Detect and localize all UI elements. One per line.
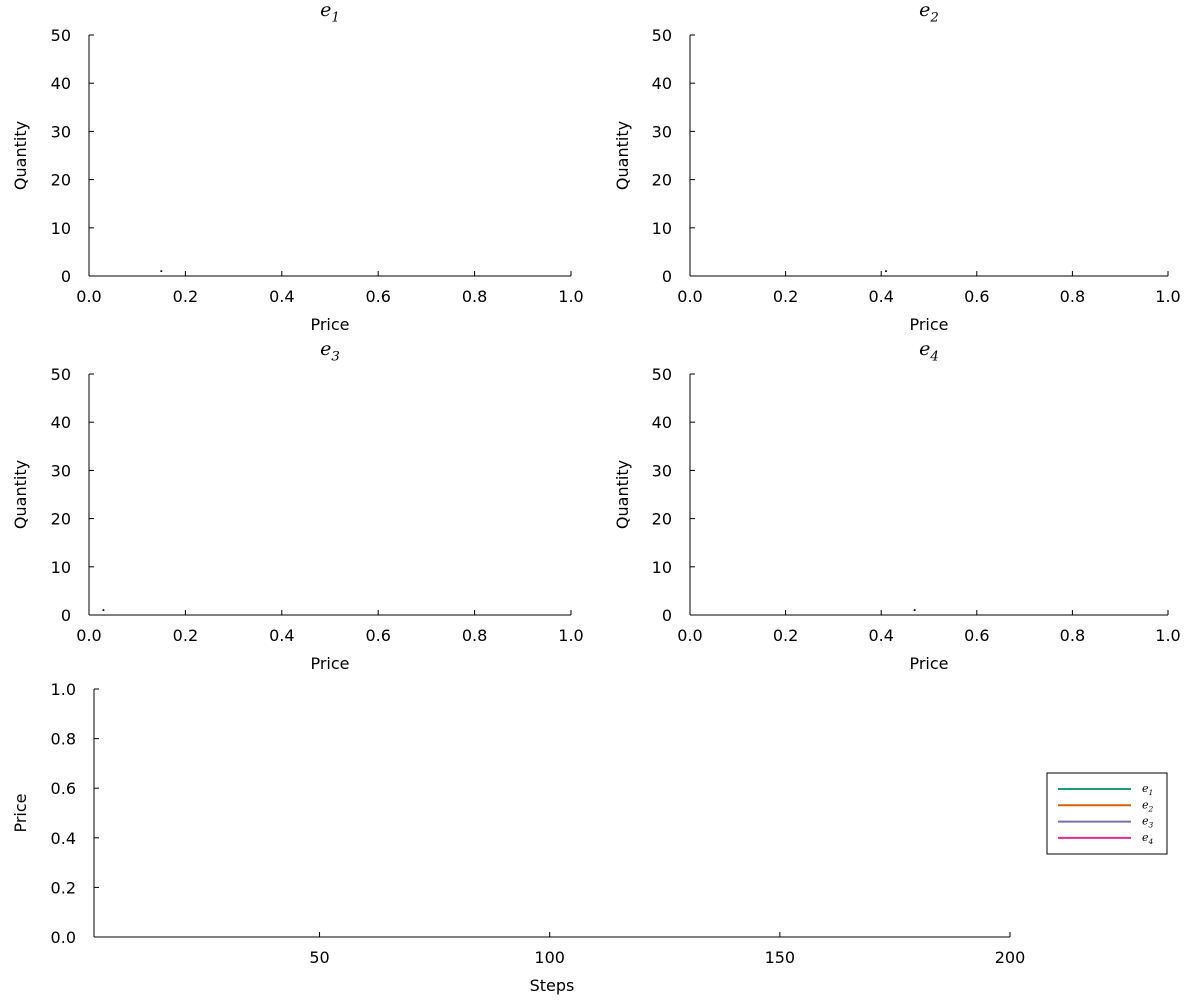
x-tick-label: 0.4 <box>269 626 294 645</box>
subplot-4: 0.0 0.2 0.4 0.6 0.8 1.0 0 10 20 30 40 50 Price Quanti… <box>613 338 1181 673</box>
y-tick-label: 50 <box>652 365 672 384</box>
x-tick-label: 0.8 <box>1060 626 1085 645</box>
y-tick-label: 20 <box>652 510 672 529</box>
x-tick-label: 0.0 <box>76 287 101 306</box>
y-tick-label: 0 <box>662 267 672 286</box>
x-tick-label: 0.6 <box>365 626 390 645</box>
y-axis-label: Quantity <box>11 121 30 190</box>
y-tick-label: 0 <box>61 606 71 625</box>
x-tick-label: 0.0 <box>76 626 101 645</box>
subplot-title: e2 <box>919 0 939 26</box>
y-tick-label: 50 <box>51 26 71 45</box>
x-tick-label: 50 <box>309 948 329 967</box>
legend-item: e2 <box>1058 798 1154 813</box>
x-tick-label: 0.2 <box>173 287 198 306</box>
x-tick-label: 1.0 <box>1155 287 1180 306</box>
x-tick-label: 0.2 <box>773 626 798 645</box>
x-tick-label: 0.4 <box>868 287 893 306</box>
x-tick-label: 1.0 <box>558 287 583 306</box>
y-tick-label: 10 <box>51 219 71 238</box>
data-point <box>102 609 105 612</box>
x-tick-label: 0.8 <box>462 287 487 306</box>
subplot-title: e1 <box>320 0 340 26</box>
y-tick-label: 50 <box>652 26 672 45</box>
legend-label: e1 <box>1142 782 1153 797</box>
y-tick-label: 40 <box>652 413 672 432</box>
x-tick-label: 0.2 <box>173 626 198 645</box>
subplot-2: 0.0 0.2 0.4 0.6 0.8 1.0 0 10 20 30 40 50 Price Quanti… <box>613 0 1181 334</box>
x-tick-label: 0.4 <box>269 287 294 306</box>
subplot-1: 0.0 0.2 0.4 0.6 0.8 1.0 0 10 20 30 40 50 Price Quanti… <box>11 0 584 334</box>
y-tick-label: 10 <box>652 558 672 577</box>
subplot-title: e4 <box>919 338 939 365</box>
x-axis-label: Price <box>310 315 349 334</box>
x-tick-label: 0.6 <box>365 287 390 306</box>
y-tick-label: 0.4 <box>51 829 76 848</box>
x-tick-label: 0.4 <box>868 626 893 645</box>
y-tick-label: 1.0 <box>51 680 76 699</box>
x-axis-label: Steps <box>530 976 575 995</box>
y-axis-label: Quantity <box>613 121 632 190</box>
y-tick-label: 40 <box>51 413 71 432</box>
y-tick-label: 20 <box>51 171 71 190</box>
y-tick-label: 10 <box>51 558 71 577</box>
legend-item: e1 <box>1058 782 1153 797</box>
y-axis-label: Quantity <box>11 460 30 529</box>
x-tick-label: 0.6 <box>964 626 989 645</box>
x-tick-label: 0.8 <box>462 626 487 645</box>
x-tick-label: 0.8 <box>1060 287 1085 306</box>
x-tick-label: 0.2 <box>773 287 798 306</box>
data-point <box>913 609 916 612</box>
y-tick-label: 10 <box>652 219 672 238</box>
data-point <box>160 270 163 273</box>
x-tick-label: 100 <box>534 948 565 967</box>
y-axis-label: Price <box>11 793 30 832</box>
y-tick-label: 0.8 <box>51 730 76 749</box>
x-tick-label: 0.0 <box>677 287 702 306</box>
y-tick-label: 0 <box>662 606 672 625</box>
legend-label: e2 <box>1142 798 1154 813</box>
y-tick-label: 20 <box>652 171 672 190</box>
y-tick-label: 50 <box>51 365 71 384</box>
x-tick-label: 1.0 <box>1155 626 1180 645</box>
legend-label: e4 <box>1142 831 1154 846</box>
x-tick-label: 150 <box>765 948 796 967</box>
y-tick-label: 30 <box>51 461 71 480</box>
y-tick-label: 0 <box>61 267 71 286</box>
legend-label: e3 <box>1142 815 1154 830</box>
legend-item: e4 <box>1058 831 1154 846</box>
x-axis-label: Price <box>909 654 948 673</box>
x-tick-label: 1.0 <box>558 626 583 645</box>
y-tick-label: 0.6 <box>51 779 76 798</box>
subplot-3: 0.0 0.2 0.4 0.6 0.8 1.0 0 10 20 30 40 50 Price Quanti… <box>11 338 584 673</box>
x-tick-label: 0.0 <box>677 626 702 645</box>
legend-item: e3 <box>1058 815 1154 830</box>
y-tick-label: 40 <box>652 74 672 93</box>
y-tick-label: 30 <box>652 461 672 480</box>
y-axis-label: Quantity <box>613 460 632 529</box>
y-tick-label: 40 <box>51 74 71 93</box>
y-tick-label: 0.2 <box>51 878 76 897</box>
subplot-title: e3 <box>320 338 340 365</box>
price-steps-chart: 50 100 150 200 0.0 0.2 0.4 0.6 0.8 1.0 Steps Price e… <box>11 680 1168 995</box>
x-tick-label: 0.6 <box>964 287 989 306</box>
y-tick-label: 30 <box>51 122 71 141</box>
data-point <box>884 270 887 273</box>
x-axis-label: Price <box>909 315 948 334</box>
legend-box <box>1046 772 1168 855</box>
y-tick-label: 20 <box>51 510 71 529</box>
x-tick-label: 200 <box>995 948 1026 967</box>
x-axis-label: Price <box>310 654 349 673</box>
y-tick-label: 0.0 <box>51 928 76 947</box>
y-tick-label: 30 <box>652 122 672 141</box>
